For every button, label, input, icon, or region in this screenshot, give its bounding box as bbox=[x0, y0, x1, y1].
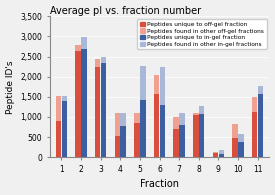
Bar bbox=[219, 154, 224, 157]
Bar bbox=[219, 150, 224, 157]
Legend: Peptides unique to off-gel fraction, Peptides found in other off-gel fractions, : Peptides unique to off-gel fraction, Pep… bbox=[138, 19, 266, 49]
Bar bbox=[134, 123, 140, 157]
Bar bbox=[115, 113, 120, 157]
Bar bbox=[95, 67, 100, 157]
Text: Average pI vs. fraction number: Average pI vs. fraction number bbox=[50, 5, 201, 16]
Bar bbox=[120, 113, 126, 157]
Bar bbox=[56, 96, 61, 157]
Bar bbox=[75, 51, 81, 157]
Bar bbox=[95, 59, 100, 157]
Bar bbox=[160, 105, 165, 157]
Bar bbox=[115, 136, 120, 157]
Bar bbox=[81, 37, 87, 157]
Bar bbox=[140, 66, 145, 157]
Bar bbox=[258, 86, 263, 157]
Bar bbox=[140, 100, 145, 157]
Bar bbox=[174, 117, 179, 157]
X-axis label: Fraction: Fraction bbox=[140, 179, 179, 190]
Bar bbox=[101, 63, 106, 157]
Bar bbox=[62, 101, 67, 157]
Bar bbox=[252, 112, 257, 157]
Bar bbox=[199, 114, 205, 157]
Bar bbox=[232, 138, 238, 157]
Bar bbox=[193, 113, 199, 157]
Bar bbox=[258, 94, 263, 157]
Bar bbox=[101, 57, 106, 157]
Bar bbox=[199, 106, 205, 157]
Bar bbox=[213, 152, 218, 157]
Bar bbox=[56, 121, 61, 157]
Bar bbox=[75, 44, 81, 157]
Bar bbox=[193, 115, 199, 157]
Bar bbox=[238, 142, 244, 157]
Bar bbox=[154, 94, 159, 157]
Y-axis label: Peptide ID's: Peptide ID's bbox=[6, 60, 15, 113]
Bar bbox=[120, 126, 126, 157]
Bar bbox=[213, 153, 218, 157]
Bar bbox=[154, 75, 159, 157]
Bar bbox=[62, 96, 67, 157]
Bar bbox=[160, 67, 165, 157]
Bar bbox=[174, 129, 179, 157]
Bar bbox=[81, 49, 87, 157]
Bar bbox=[179, 113, 185, 157]
Bar bbox=[252, 97, 257, 157]
Bar bbox=[134, 113, 140, 157]
Bar bbox=[238, 134, 244, 157]
Bar bbox=[232, 124, 238, 157]
Bar bbox=[179, 125, 185, 157]
